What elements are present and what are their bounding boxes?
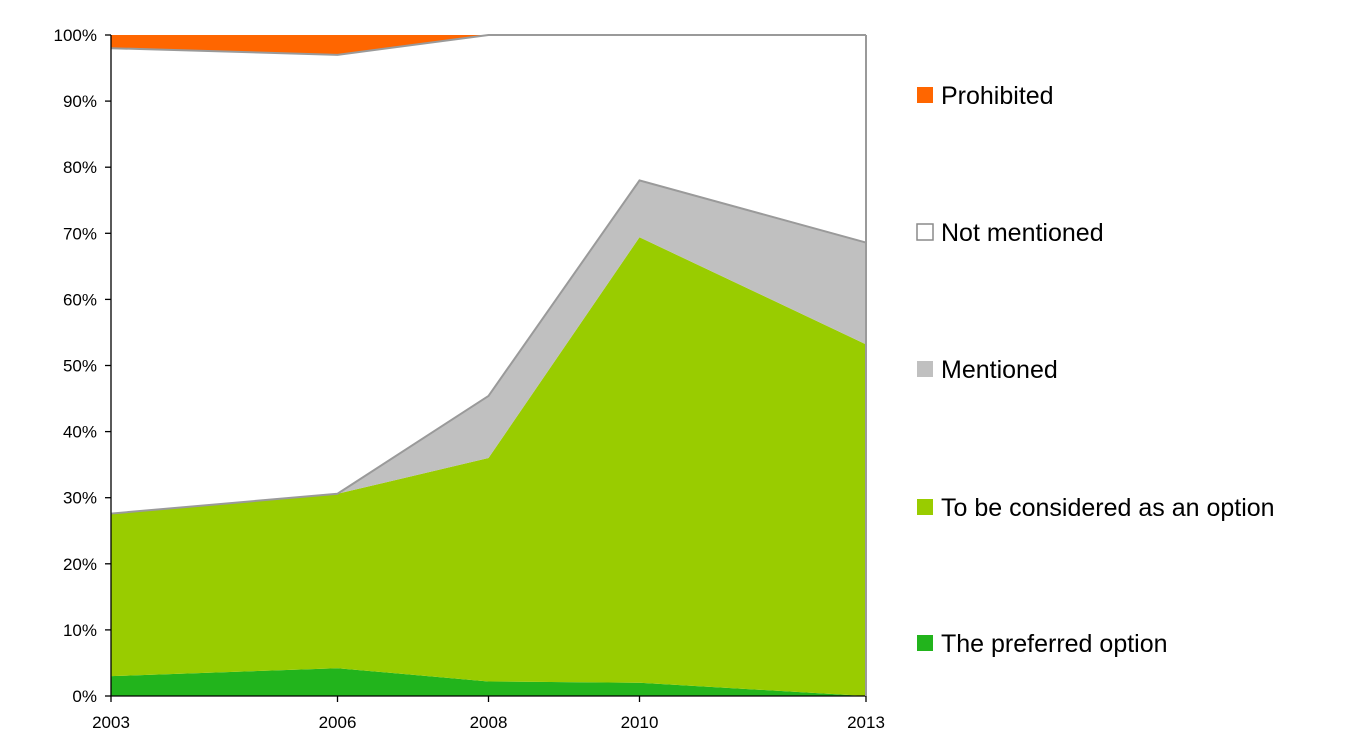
legend-label-mentioned: Mentioned: [941, 356, 1058, 384]
series-areas: [110, 34, 867, 696]
legend-label-the-preferred-option: The preferred option: [941, 630, 1168, 658]
axes: 0% 10% 20% 30% 40% 50% 60% 70% 80% 90% 100% 2003 200…: [54, 26, 885, 732]
x-tick-label: 2003: [92, 713, 130, 732]
legend-swatch-the-preferred-option: [917, 635, 933, 651]
area-not-mentioned: [111, 35, 866, 514]
y-tick-label: 50%: [63, 357, 97, 376]
y-tick-label: 60%: [63, 290, 97, 309]
area-the-preferred-option: [111, 668, 866, 696]
legend-label-to-be-considered-as-an-option: To be considered as an option: [941, 494, 1275, 522]
y-tick-label: 90%: [63, 92, 97, 111]
x-tick-label: 2013: [847, 713, 885, 732]
x-tick-label: 2008: [470, 713, 508, 732]
y-tick-label: 0%: [72, 687, 97, 706]
y-tick-label: 20%: [63, 555, 97, 574]
not-mentioned-boundary-line: [110, 34, 866, 56]
mentioned-boundary-line: [110, 179, 867, 515]
legend-swatch-prohibited: [917, 87, 933, 103]
y-tick-label: 30%: [63, 489, 97, 508]
legend-swatch-to-be-considered-as-an-option: [917, 499, 933, 515]
y-tick-label: 10%: [63, 621, 97, 640]
legend-label-prohibited: Prohibited: [941, 82, 1054, 110]
legend-label-not-mentioned: Not mentioned: [941, 219, 1104, 247]
area-prohibited: [111, 35, 866, 55]
legend: Prohibited Not mentioned Mentioned To be co…: [916, 82, 1275, 658]
x-tick-label: 2006: [319, 713, 357, 732]
y-tick-label: 80%: [63, 158, 97, 177]
y-tick-label: 100%: [54, 26, 97, 45]
y-tick-label: 40%: [63, 423, 97, 442]
x-tick-label: 2010: [621, 713, 659, 732]
legend-swatch-mentioned: [917, 361, 933, 377]
area-mentioned: [111, 180, 866, 514]
legend-swatch-not-mentioned: [916, 223, 934, 241]
area-to-be-considered-as-an-option: [111, 237, 866, 696]
y-tick-label: 70%: [63, 224, 97, 243]
